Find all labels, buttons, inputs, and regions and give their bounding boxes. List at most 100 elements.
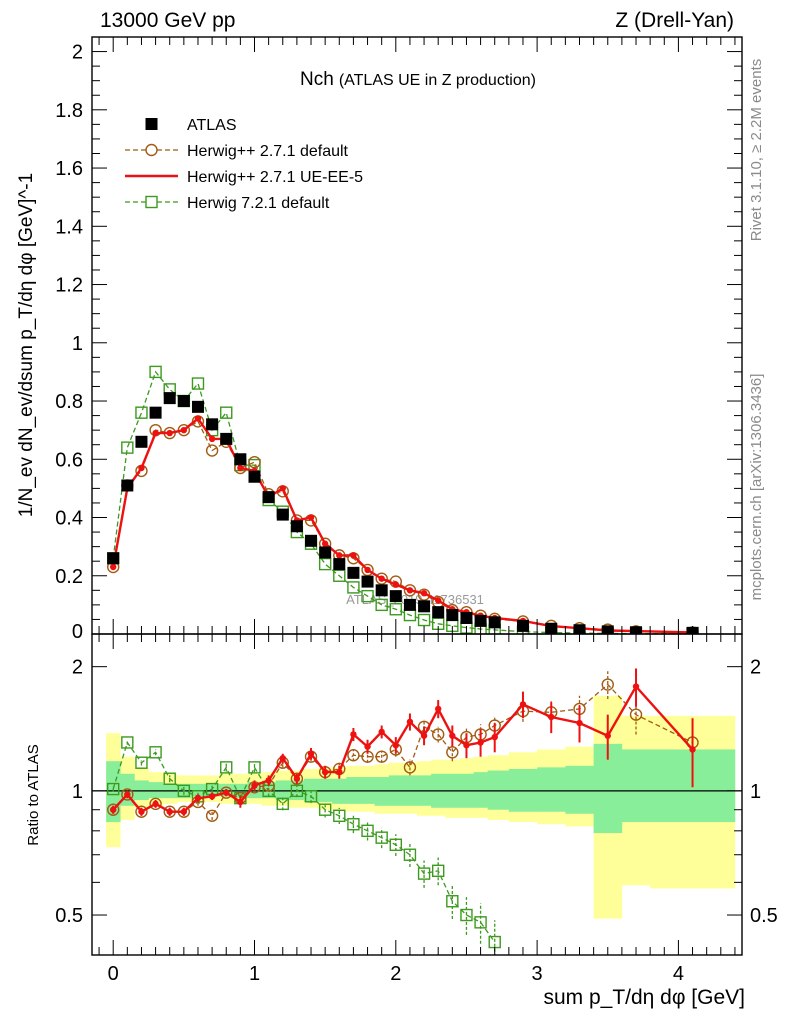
herwig-2-7-1-default-point [106, 803, 120, 816]
herwig-7-2-1-default-point [375, 598, 388, 612]
herwig-7-2-1-default-point [347, 818, 360, 831]
herwig-7-2-1-default-point [318, 803, 332, 816]
legend-marker-herwig-2-7-1-default [145, 143, 158, 157]
herwig-7-2-1-default-point [361, 824, 374, 838]
atlas-point [403, 598, 416, 611]
herwig-2-7-1-ue-ee-5-point [519, 701, 527, 708]
x-tick-label: 4 [673, 963, 684, 985]
herwig-2-7-1-ue-ee-5-point [449, 732, 456, 739]
uncertainty-band-green [148, 782, 163, 799]
mcplots-label: mcplots.cern.ch [arXiv:1306.3436] [748, 374, 765, 601]
herwig-2-7-1-ue-ee-5-point [180, 808, 188, 815]
ratio-frame [91, 633, 743, 956]
herwig-2-7-1-ue-ee-5-point [406, 718, 414, 726]
herwig-2-7-1-default-point [446, 746, 459, 759]
atlas-point [191, 400, 204, 413]
herwig-7-2-1-default-point [135, 756, 148, 769]
atlas-point [121, 479, 134, 492]
ratio-y-tick-label: 1 [72, 781, 83, 803]
herwig-2-7-1-ue-ee-5-point [194, 794, 202, 802]
atlas-point [177, 395, 190, 408]
atlas-point [319, 546, 332, 559]
uncertainty-band-green [537, 767, 566, 812]
herwig-2-7-1-default-point [403, 761, 417, 774]
herwig-2-7-1-default-point [220, 786, 233, 799]
atlas-point [361, 575, 374, 588]
herwig-2-7-1-ue-ee-5-point [237, 464, 244, 472]
atlas-point [389, 590, 402, 603]
herwig-7-2-1-default-point [347, 581, 360, 594]
herwig-2-7-1-ue-ee-5-point [420, 590, 428, 597]
herwig-7-2-1-default-point [121, 441, 134, 454]
herwig-7-2-1-default-point [149, 365, 162, 379]
herwig-2-7-1-default-point [431, 728, 445, 741]
herwig-2-7-1-ue-ee-5-point [279, 754, 286, 762]
herwig-2-7-1-ue-ee-5-point [364, 566, 371, 574]
herwig-2-7-1-ue-ee-5-point [152, 800, 159, 808]
herwig-2-7-1-ue-ee-5-point [138, 808, 145, 815]
legend-marker-herwig-7-2-1-default [145, 195, 158, 209]
herwig-7-2-1-default-point [135, 406, 148, 419]
y-tick-label: 1.2 [55, 275, 83, 297]
herwig-2-7-1-ue-ee-5-point [180, 426, 188, 434]
herwig-7-2-1-default-line [112, 741, 496, 943]
uncertainty-band-green [473, 772, 488, 808]
main-title: Nch (ATLAS UE in Z production) [300, 69, 536, 90]
herwig-2-7-1-ue-ee-5-line [112, 416, 693, 634]
herwig-7-2-1-default-point [361, 589, 374, 603]
herwig-2-7-1-default-point [601, 678, 614, 691]
herwig-2-7-1-ue-ee-5-point [420, 732, 428, 739]
herwig-2-7-1-ue-ee-5-point [689, 746, 696, 753]
herwig-2-7-1-default-line [112, 683, 693, 817]
herwig-2-7-1-default-point [375, 572, 388, 585]
herwig-2-7-1-default-point [248, 455, 261, 469]
herwig-2-7-1-ue-ee-5-point [307, 750, 315, 757]
uncertainty-band-green [565, 765, 594, 814]
herwig-2-7-1-ue-ee-5-point [307, 514, 315, 521]
ratio-ylabel: Ratio to ATLAS [25, 744, 42, 845]
rivet-version-label: Rivet 3.1.10, ≥ 2.2M events [748, 59, 765, 242]
herwig-2-7-1-ue-ee-5-point [392, 581, 400, 588]
herwig-7-2-1-default-point [389, 603, 403, 616]
uncertainty-band-green [205, 783, 220, 797]
herwig-2-7-1-ue-ee-5-point [378, 728, 385, 736]
atlas-point [149, 406, 162, 419]
herwig-7-2-1-default-point [163, 772, 176, 785]
herwig-2-7-1-ue-ee-5-point [109, 806, 117, 813]
atlas-point [347, 566, 360, 579]
legend: ATLAS Herwig++ 2.7.1 default Herwig++ 2.7.… [125, 117, 363, 212]
main-panel: ATLAS_2019_I1736531 0.20.40.60.811.21.41… [16, 36, 743, 643]
herwig-2-7-1-ue-ee-5-point [124, 791, 131, 798]
herwig-7-2-1-default-point [121, 736, 134, 749]
ratio-y-tick-label: 2 [72, 657, 83, 679]
herwig-7-2-1-default-point [333, 569, 346, 582]
herwig-7-2-1-default-point [375, 831, 388, 844]
atlas-point [446, 609, 459, 622]
atlas-point [460, 611, 473, 624]
herwig-2-7-1-default-point [629, 708, 643, 721]
herwig-2-7-1-ue-ee-5-point [138, 464, 145, 472]
herwig-2-7-1-ue-ee-5-point [166, 808, 173, 815]
atlas-point [488, 616, 501, 629]
herwig-2-7-1-ue-ee-5-point [576, 719, 583, 727]
atlas-point [262, 491, 275, 504]
herwig-2-7-1-default-point [121, 788, 134, 801]
y-tick-label: 1.6 [55, 158, 83, 180]
herwig-2-7-1-ue-ee-5-point [279, 485, 286, 492]
herwig-2-7-1-ue-ee-5-point [406, 587, 414, 594]
x-tick-label: 0 [108, 963, 119, 985]
main-ylabel: 1/N_ev dN_ev/dsum p_T/dη dφ [GeV]^-1 [16, 173, 37, 517]
ratio-y-tick-label-right: 0.5 [750, 905, 778, 927]
herwig-2-7-1-default-point [290, 772, 304, 785]
atlas-point [220, 432, 233, 445]
herwig-7-2-1-default-point [290, 784, 304, 798]
herwig-2-7-1-ue-ee-5-point [293, 775, 301, 782]
herwig-2-7-1-ue-ee-5-point [208, 793, 216, 800]
herwig-2-7-1-default-point [149, 797, 162, 811]
herwig-7-2-1-default-point [389, 838, 403, 851]
herwig-2-7-1-ue-ee-5-point [166, 429, 173, 437]
herwig-7-2-1-default-point [403, 848, 417, 861]
herwig-2-7-1-ue-ee-5-point [364, 743, 371, 750]
uncertainty-band-green [487, 770, 510, 810]
atlas-point [248, 470, 261, 483]
